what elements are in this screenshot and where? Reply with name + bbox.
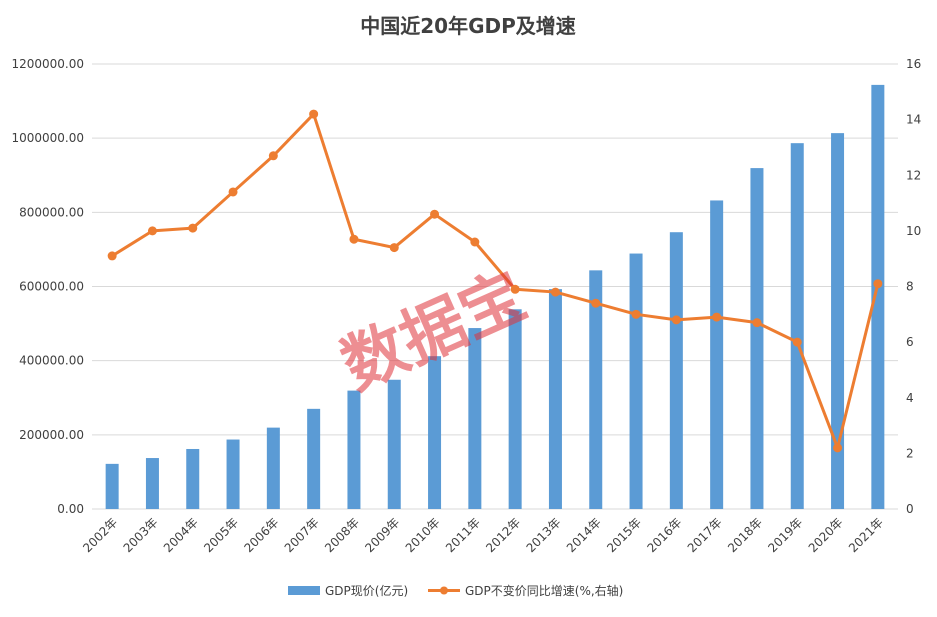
growth-point-2019年 [792, 337, 802, 347]
left-axis-tick-label: 600000.00 [19, 280, 84, 294]
growth-point-2009年 [389, 243, 399, 253]
x-axis-tick-label: 2008年 [322, 515, 362, 555]
left-axis-tick-label: 200000.00 [19, 428, 84, 442]
growth-point-2010年 [430, 209, 440, 219]
bar-2009年 [387, 379, 401, 509]
growth-point-2008年 [349, 234, 359, 244]
growth-point-2011年 [470, 237, 480, 247]
grid-layer [92, 63, 898, 510]
legend-line-label: GDP不变价同比增速(%,右轴) [465, 583, 623, 598]
x-axis-tick-label: 2019年 [765, 515, 805, 555]
x-axis-tick-label: 2004年 [161, 515, 201, 555]
growth-point-2006年 [268, 151, 278, 161]
growth-point-2020年 [833, 443, 843, 453]
x-axis-tick-label: 2015年 [604, 515, 644, 555]
chart-title: 中国近20年GDP及增速 [360, 14, 576, 38]
left-axis-tick-label: 1000000.00 [11, 131, 84, 145]
growth-point-2014年 [591, 298, 601, 308]
left-axis: 0.00 200000.00 400000.00 600000.00 800000.00… [11, 57, 84, 516]
x-axis-tick-label: 2021年 [846, 515, 886, 555]
growth-point-2005年 [228, 187, 238, 197]
growth-point-2012年 [510, 284, 520, 294]
bar-2004年 [186, 448, 200, 509]
left-axis-tick-label: 1200000.00 [11, 57, 84, 71]
bar-2007年 [307, 408, 321, 509]
x-axis-tick-label: 2002年 [80, 515, 120, 555]
bar-2014年 [589, 270, 603, 509]
right-axis: 0 2 4 6 8 10 12 14 16 [906, 57, 921, 516]
x-axis-tick-label: 2013年 [524, 515, 564, 555]
growth-point-2002年 [107, 251, 117, 261]
x-axis-tick-label: 2020年 [806, 515, 846, 555]
left-axis-tick-label: 0.00 [57, 502, 84, 516]
bar-series [105, 84, 885, 510]
bar-2016年 [669, 232, 683, 509]
x-axis-tick-label: 2012年 [483, 515, 523, 555]
right-axis-tick-label: 0 [906, 502, 914, 516]
legend-bar-label: GDP现价(亿元) [325, 583, 408, 598]
bar-2021年 [871, 84, 885, 509]
bar-2019年 [790, 143, 804, 509]
x-axis-tick-label: 2014年 [564, 515, 604, 555]
bar-2006年 [266, 427, 280, 509]
growth-line [111, 112, 880, 450]
x-axis-tick-label: 2003年 [121, 515, 161, 555]
right-axis-tick-label: 2 [906, 446, 914, 460]
x-axis-tick-label: 2007年 [282, 515, 322, 555]
bar-2018年 [750, 168, 764, 509]
x-axis-tick-label: 2018年 [725, 515, 765, 555]
bar-2003年 [145, 458, 159, 509]
right-axis-tick-label: 6 [906, 335, 914, 349]
x-axis-tick-label: 2016年 [644, 515, 684, 555]
x-axis-tick-label: 2009年 [362, 515, 402, 555]
bar-2011年 [468, 328, 482, 509]
x-axis-tick-label: 2010年 [403, 515, 443, 555]
growth-point-2013年 [550, 287, 560, 297]
x-axis-tick-label: 2017年 [685, 515, 725, 555]
growth-point-2021年 [873, 279, 883, 289]
bar-2012年 [508, 309, 522, 509]
legend: GDP现价(亿元) GDP不变价同比增速(%,右轴) [288, 583, 623, 598]
bar-2002年 [105, 463, 119, 509]
x-axis-tick-label: 2005年 [201, 515, 241, 555]
right-axis-tick-label: 14 [906, 113, 921, 127]
growth-point-2004年 [188, 223, 198, 233]
left-axis-tick-label: 400000.00 [19, 354, 84, 368]
bar-2015年 [629, 253, 643, 509]
bar-2013年 [548, 289, 562, 509]
x-axis: 2002年 2003年 2004年 2005年 2006年 2007年 2008年 2009年… [80, 515, 886, 555]
line-series [107, 109, 883, 453]
right-axis-tick-label: 10 [906, 224, 921, 238]
bar-2005年 [226, 439, 240, 509]
right-axis-tick-label: 8 [906, 280, 914, 294]
bar-2020年 [831, 133, 845, 510]
bar-2010年 [428, 356, 442, 509]
growth-point-2015年 [631, 309, 641, 319]
x-axis-tick-label: 2006年 [241, 515, 281, 555]
x-axis-tick-label: 2011年 [443, 515, 483, 555]
growth-point-2007年 [309, 109, 319, 119]
growth-point-2003年 [147, 226, 157, 236]
bar-2008年 [347, 390, 361, 509]
left-axis-tick-label: 800000.00 [19, 205, 84, 219]
right-axis-tick-label: 4 [906, 391, 914, 405]
bar-2017年 [710, 200, 724, 510]
growth-point-2017年 [712, 312, 722, 322]
right-axis-tick-label: 12 [906, 168, 921, 182]
right-axis-tick-label: 16 [906, 57, 921, 71]
growth-point-2016年 [671, 315, 681, 325]
growth-point-2018年 [752, 318, 762, 328]
legend-bar-swatch [288, 586, 320, 595]
legend-line-marker [440, 586, 448, 595]
